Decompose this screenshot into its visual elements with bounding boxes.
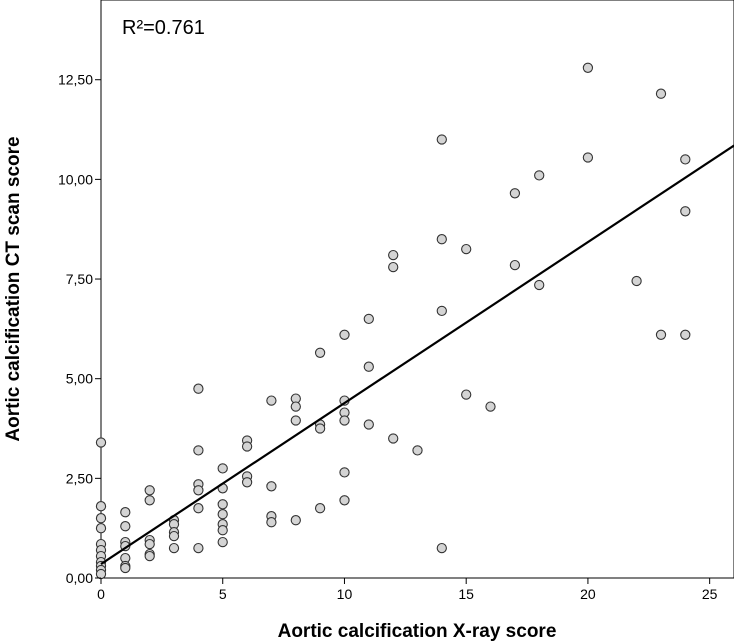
data-point xyxy=(314,347,326,358)
y-axis: 0,00 2,50 5,00 7,50 10,00 12,50 xyxy=(58,72,101,586)
data-point xyxy=(582,152,594,163)
data-point xyxy=(217,536,228,548)
data-point xyxy=(534,279,545,291)
data-point xyxy=(95,523,107,534)
data-point xyxy=(120,562,131,574)
data-point xyxy=(631,275,642,287)
data-point xyxy=(168,542,180,554)
plot-area xyxy=(100,0,734,579)
x-tick-label: 5 xyxy=(219,586,227,602)
data-point xyxy=(144,538,155,550)
y-tick-label: 2,50 xyxy=(66,470,93,486)
data-point xyxy=(680,154,691,165)
data-point xyxy=(290,401,301,412)
r-squared-annotation: R²=0.761 xyxy=(122,17,205,39)
data-point xyxy=(339,329,350,340)
data-point xyxy=(120,521,131,532)
data-point xyxy=(461,389,472,400)
data-point xyxy=(95,513,107,524)
y-tick-label: 7,50 xyxy=(66,271,93,287)
data-point xyxy=(95,501,107,512)
data-point xyxy=(509,259,521,271)
data-point xyxy=(436,542,447,554)
data-point xyxy=(217,525,228,536)
data-point xyxy=(314,423,326,434)
data-point xyxy=(339,415,350,426)
x-tick-label: 20 xyxy=(580,586,596,602)
data-point xyxy=(436,134,447,145)
data-point xyxy=(290,415,301,426)
data-point xyxy=(217,463,228,474)
data-point xyxy=(241,477,253,488)
x-tick-label: 25 xyxy=(702,586,718,602)
data-point xyxy=(144,550,155,562)
data-point xyxy=(217,509,228,520)
data-point xyxy=(534,170,545,181)
data-point xyxy=(388,249,399,261)
data-point xyxy=(339,495,350,506)
data-point xyxy=(582,62,594,73)
data-point xyxy=(680,206,691,217)
y-tick-label: 10,00 xyxy=(58,171,93,187)
data-point xyxy=(339,467,350,478)
data-point xyxy=(461,243,472,255)
data-point xyxy=(363,419,374,430)
x-axis-title: Aortic calcification X-ray score xyxy=(278,621,557,642)
data-point xyxy=(193,542,204,554)
data-point xyxy=(412,445,423,456)
data-point xyxy=(436,305,447,317)
data-point xyxy=(655,329,667,340)
data-point xyxy=(266,395,277,406)
data-point xyxy=(436,234,447,245)
x-tick-label: 0 xyxy=(97,586,105,602)
y-tick-label: 12,50 xyxy=(58,72,93,88)
data-point xyxy=(290,515,301,526)
y-axis-title: Aortic calcification CT scan score xyxy=(3,136,24,441)
data-point xyxy=(144,485,155,496)
data-point xyxy=(193,485,204,496)
data-point xyxy=(95,437,107,448)
y-tick-label: 5,00 xyxy=(66,371,93,387)
data-point xyxy=(655,88,667,99)
data-point xyxy=(388,261,399,273)
data-point xyxy=(120,507,131,518)
data-point xyxy=(266,517,277,528)
points-layer xyxy=(95,62,691,580)
x-tick-label: 10 xyxy=(337,586,353,602)
regression-line xyxy=(100,144,734,565)
data-point xyxy=(363,313,374,325)
x-tick-label: 15 xyxy=(458,586,474,602)
data-point xyxy=(314,503,326,514)
x-axis: 0 5 10 15 20 25 xyxy=(97,578,718,602)
data-point xyxy=(168,530,180,542)
data-point xyxy=(509,188,521,199)
data-point xyxy=(388,433,399,444)
data-point xyxy=(266,481,277,492)
data-point xyxy=(144,495,155,506)
data-point xyxy=(95,568,107,580)
data-point xyxy=(363,361,374,372)
data-point xyxy=(680,329,691,340)
y-tick-label: 0,00 xyxy=(66,570,93,586)
data-point xyxy=(485,401,496,412)
data-point xyxy=(193,383,204,394)
data-point xyxy=(217,499,228,510)
data-point xyxy=(241,441,253,452)
data-point xyxy=(193,445,204,456)
data-point xyxy=(193,503,204,514)
